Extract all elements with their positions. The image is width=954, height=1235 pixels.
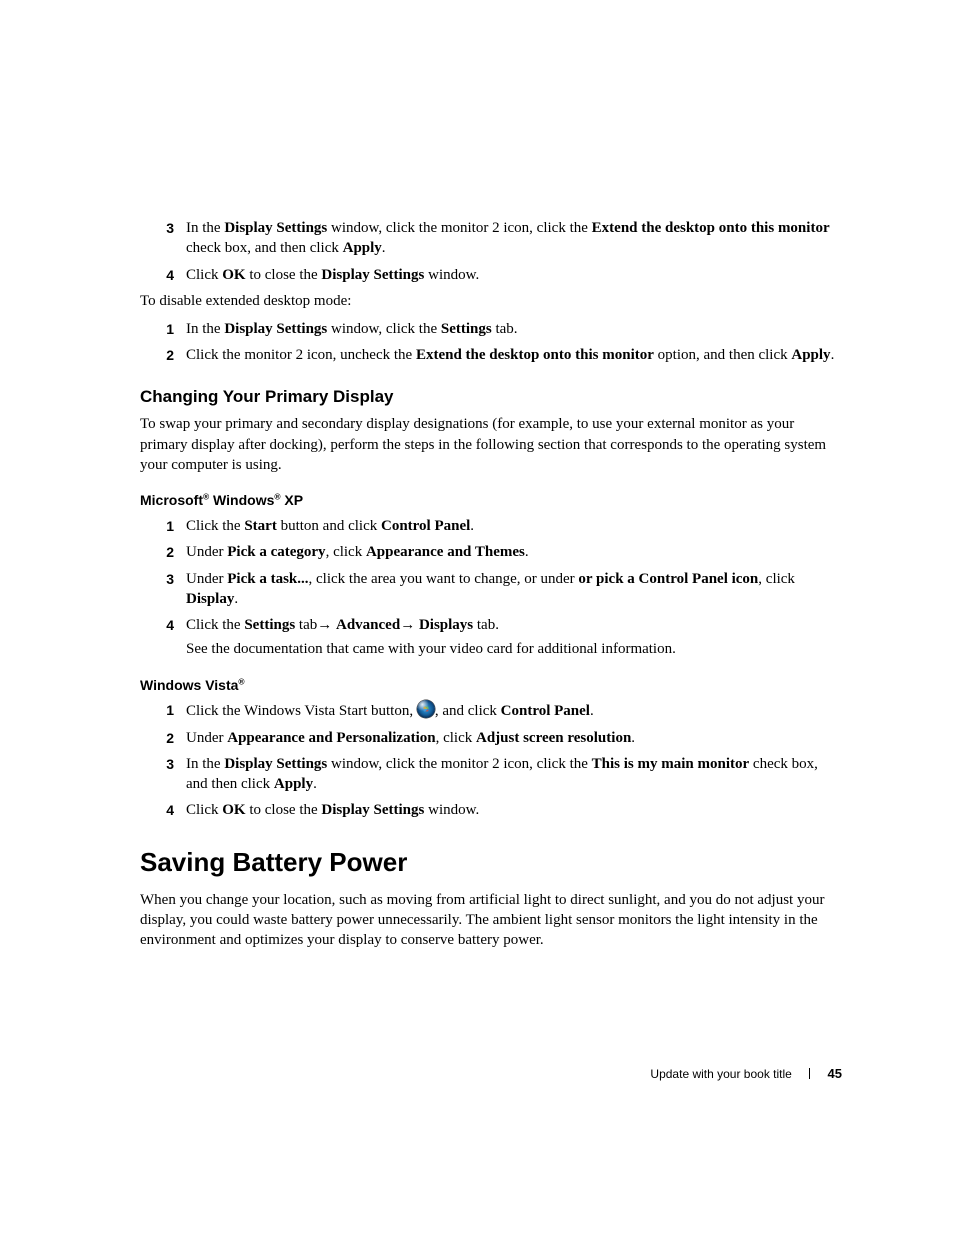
step-text: Click the Start button and click Control… — [186, 516, 842, 536]
vista-start-orb-icon — [417, 700, 435, 718]
step-number: 1 — [140, 516, 186, 536]
list-item: 1 Click the Windows Vista Start button, … — [140, 700, 842, 721]
page: 3 In the Display Settings window, click … — [0, 0, 954, 1235]
page-content: 3 In the Display Settings window, click … — [140, 218, 842, 959]
step-number: 1 — [140, 319, 186, 339]
paragraph-battery: When you change your location, such as m… — [140, 890, 842, 951]
list-item: 2 Under Pick a category, click Appearanc… — [140, 542, 842, 562]
step-text: In the Display Settings window, click th… — [186, 319, 842, 339]
arrow-icon: → — [317, 617, 332, 633]
heading-windows-xp: Microsoft® Windows® XP — [140, 491, 842, 510]
list-item: 3 Under Pick a task..., click the area y… — [140, 569, 842, 610]
step-number: 4 — [140, 800, 186, 820]
step-number: 4 — [140, 265, 186, 285]
step-text: Under Pick a category, click Appearance … — [186, 542, 842, 562]
footer-book-title: Update with your book title — [650, 1067, 791, 1081]
heading-saving-battery-power: Saving Battery Power — [140, 845, 842, 880]
step-number: 2 — [140, 728, 186, 748]
step-number: 3 — [140, 218, 186, 238]
step-text: Under Appearance and Personalization, cl… — [186, 728, 842, 748]
step-text: Click the Windows Vista Start button, , … — [186, 700, 842, 721]
paragraph-changing-intro: To swap your primary and secondary displ… — [140, 414, 842, 475]
ordered-list-disable-desktop: 1 In the Display Settings window, click … — [140, 319, 842, 366]
list-item: 2 Click the monitor 2 icon, uncheck the … — [140, 345, 842, 365]
step-number: 3 — [140, 569, 186, 589]
page-footer: Update with your book title 45 — [650, 1065, 842, 1083]
ordered-list-extend-desktop: 3 In the Display Settings window, click … — [140, 218, 842, 285]
list-item: 3 In the Display Settings window, click … — [140, 754, 842, 795]
registered-icon: ® — [238, 676, 244, 686]
arrow-icon: → — [400, 617, 415, 633]
step-number: 3 — [140, 754, 186, 774]
step-text: Click OK to close the Display Settings w… — [186, 800, 842, 820]
list-item: 1 In the Display Settings window, click … — [140, 319, 842, 339]
step-number: 2 — [140, 542, 186, 562]
step-number: 1 — [140, 700, 186, 720]
step-text: Click the monitor 2 icon, uncheck the Ex… — [186, 345, 842, 365]
step-text: Click the Settings tab→ Advanced→ Displa… — [186, 615, 842, 660]
ordered-list-xp: 1 Click the Start button and click Contr… — [140, 516, 842, 660]
step-number: 2 — [140, 345, 186, 365]
list-item: 2 Under Appearance and Personalization, … — [140, 728, 842, 748]
step-number: 4 — [140, 615, 186, 635]
footer-separator — [809, 1068, 810, 1079]
list-item: 4 Click OK to close the Display Settings… — [140, 800, 842, 820]
ordered-list-vista: 1 Click the Windows Vista Start button, … — [140, 700, 842, 820]
step-text: In the Display Settings window, click th… — [186, 754, 842, 795]
step-text: Under Pick a task..., click the area you… — [186, 569, 842, 610]
footer-page-number: 45 — [828, 1066, 842, 1081]
step-text: Click OK to close the Display Settings w… — [186, 265, 842, 285]
list-item: 1 Click the Start button and click Contr… — [140, 516, 842, 536]
heading-changing-primary-display: Changing Your Primary Display — [140, 386, 842, 409]
step-text: In the Display Settings window, click th… — [186, 218, 842, 259]
list-item: 4 Click OK to close the Display Settings… — [140, 265, 842, 285]
paragraph-disable-intro: To disable extended desktop mode: — [140, 291, 842, 311]
heading-windows-vista: Windows Vista® — [140, 676, 842, 695]
list-item: 3 In the Display Settings window, click … — [140, 218, 842, 259]
step-subnote: See the documentation that came with you… — [186, 639, 842, 659]
list-item: 4 Click the Settings tab→ Advanced→ Disp… — [140, 615, 842, 660]
